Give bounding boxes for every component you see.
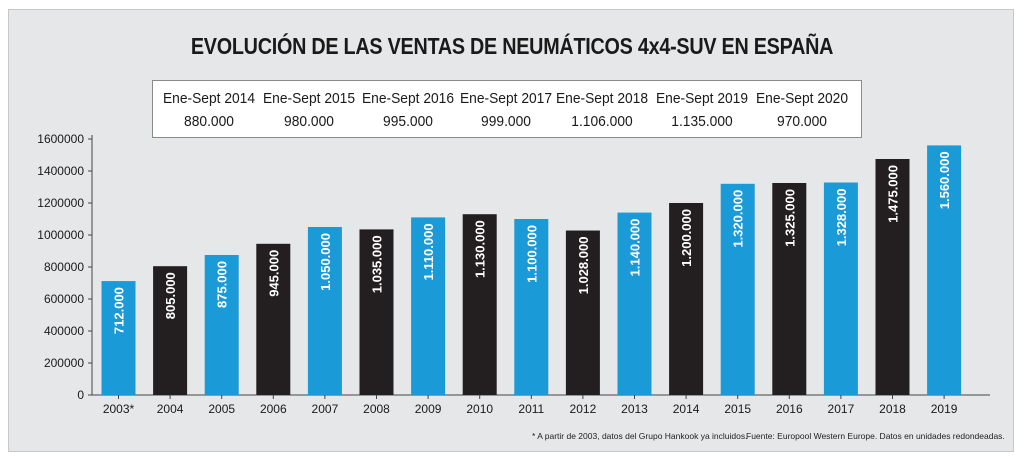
bar (153, 266, 188, 395)
data-label: 1.110.000 (421, 223, 436, 280)
data-label: 1.050.000 (318, 233, 333, 291)
x-tick-label: 2017 (828, 402, 855, 416)
bar (462, 214, 497, 395)
data-label: 1.320.000 (731, 190, 746, 248)
summary-period: Ene-Sept 2014 (162, 90, 256, 107)
y-tick-label: 1600000 (37, 132, 84, 146)
x-tick-label: 2019 (931, 402, 958, 416)
data-label: 1.560.000 (937, 151, 952, 209)
summary-table: Ene-Sept 2014 880.000 Ene-Sept 2015 980.… (152, 80, 862, 138)
x-tick-label: 2008 (363, 402, 390, 416)
bar (411, 217, 446, 395)
x-tick-label: 2013 (621, 402, 648, 416)
summary-value: 995.000 (383, 113, 433, 130)
summary-period: Ene-Sept 2020 (755, 90, 849, 107)
bar (927, 145, 962, 395)
y-tick-label: 1200000 (37, 196, 84, 210)
summary-value: 1.106.000 (571, 113, 633, 130)
bar (772, 183, 807, 395)
x-tick-label: 2006 (260, 402, 287, 416)
summary-period: Ene-Sept 2018 (555, 90, 649, 107)
bar (359, 229, 394, 395)
bar (514, 219, 549, 395)
x-tick-label: 2012 (570, 402, 597, 416)
summary-value: 880.000 (184, 113, 234, 130)
data-label: 1.035.000 (370, 235, 385, 293)
chart-title: EVOLUCIÓN DE LAS VENTAS DE NEUMÁTICOS 4x… (190, 33, 834, 59)
bar (101, 281, 136, 395)
x-tick-label: 2010 (466, 402, 493, 416)
data-label: 712.000 (112, 287, 127, 334)
y-tick-label: 1400000 (37, 164, 84, 178)
data-label: 1.100.000 (524, 225, 539, 283)
summary-value: 970.000 (777, 113, 827, 130)
y-tick-label: 1000000 (37, 228, 84, 242)
summary-period: Ene-Sept 2015 (262, 90, 356, 107)
summary-period: Ene-Sept 2016 (361, 90, 455, 107)
x-tick-label: 2011 (518, 402, 544, 416)
bar (307, 227, 342, 395)
data-label: 1.325.000 (782, 189, 797, 247)
data-label: 1.200.000 (679, 209, 694, 267)
bar (204, 255, 239, 395)
bar (617, 212, 652, 395)
y-tick-label: 200000 (44, 356, 84, 370)
bar (565, 230, 600, 395)
data-label: 1.475.000 (886, 165, 901, 223)
x-tick-label: 2014 (673, 402, 700, 416)
data-label: 1.328.000 (834, 189, 849, 247)
x-tick-label: 2005 (208, 402, 235, 416)
x-tick-label: 2007 (312, 402, 339, 416)
summary-period: Ene-Sept 2019 (655, 90, 749, 107)
y-tick-label: 0 (77, 388, 84, 402)
x-tick-label: 2016 (776, 402, 803, 416)
y-tick-label: 800000 (44, 260, 84, 274)
data-label: 945.000 (266, 250, 281, 297)
data-label: 875.000 (215, 261, 230, 308)
y-tick-label: 600000 (44, 292, 84, 306)
data-label: 1.028.000 (576, 237, 591, 295)
summary-value: 999.000 (481, 113, 531, 130)
summary-period: Ene-Sept 2017 (459, 90, 553, 107)
data-label: 1.130.000 (473, 220, 488, 278)
bar (669, 203, 704, 395)
x-tick-label: 2003* (103, 402, 135, 416)
x-tick-label: 2015 (724, 402, 751, 416)
data-label: 805.000 (163, 272, 178, 319)
data-label: 1.140.000 (628, 219, 643, 277)
x-tick-label: 2004 (157, 402, 184, 416)
y-tick-label: 400000 (44, 324, 84, 338)
bar (875, 159, 910, 395)
footnote: * A partir de 2003, datos del Grupo Hank… (532, 431, 748, 441)
summary-value: 1.135.000 (671, 113, 733, 130)
summary-value: 980.000 (284, 113, 334, 130)
bar (823, 182, 858, 395)
source-note: Fuente: Europool Western Europe. Datos e… (746, 431, 1005, 441)
x-tick-label: 2009 (415, 402, 442, 416)
bar (720, 183, 755, 395)
x-tick-label: 2018 (879, 402, 906, 416)
bar (256, 243, 291, 395)
